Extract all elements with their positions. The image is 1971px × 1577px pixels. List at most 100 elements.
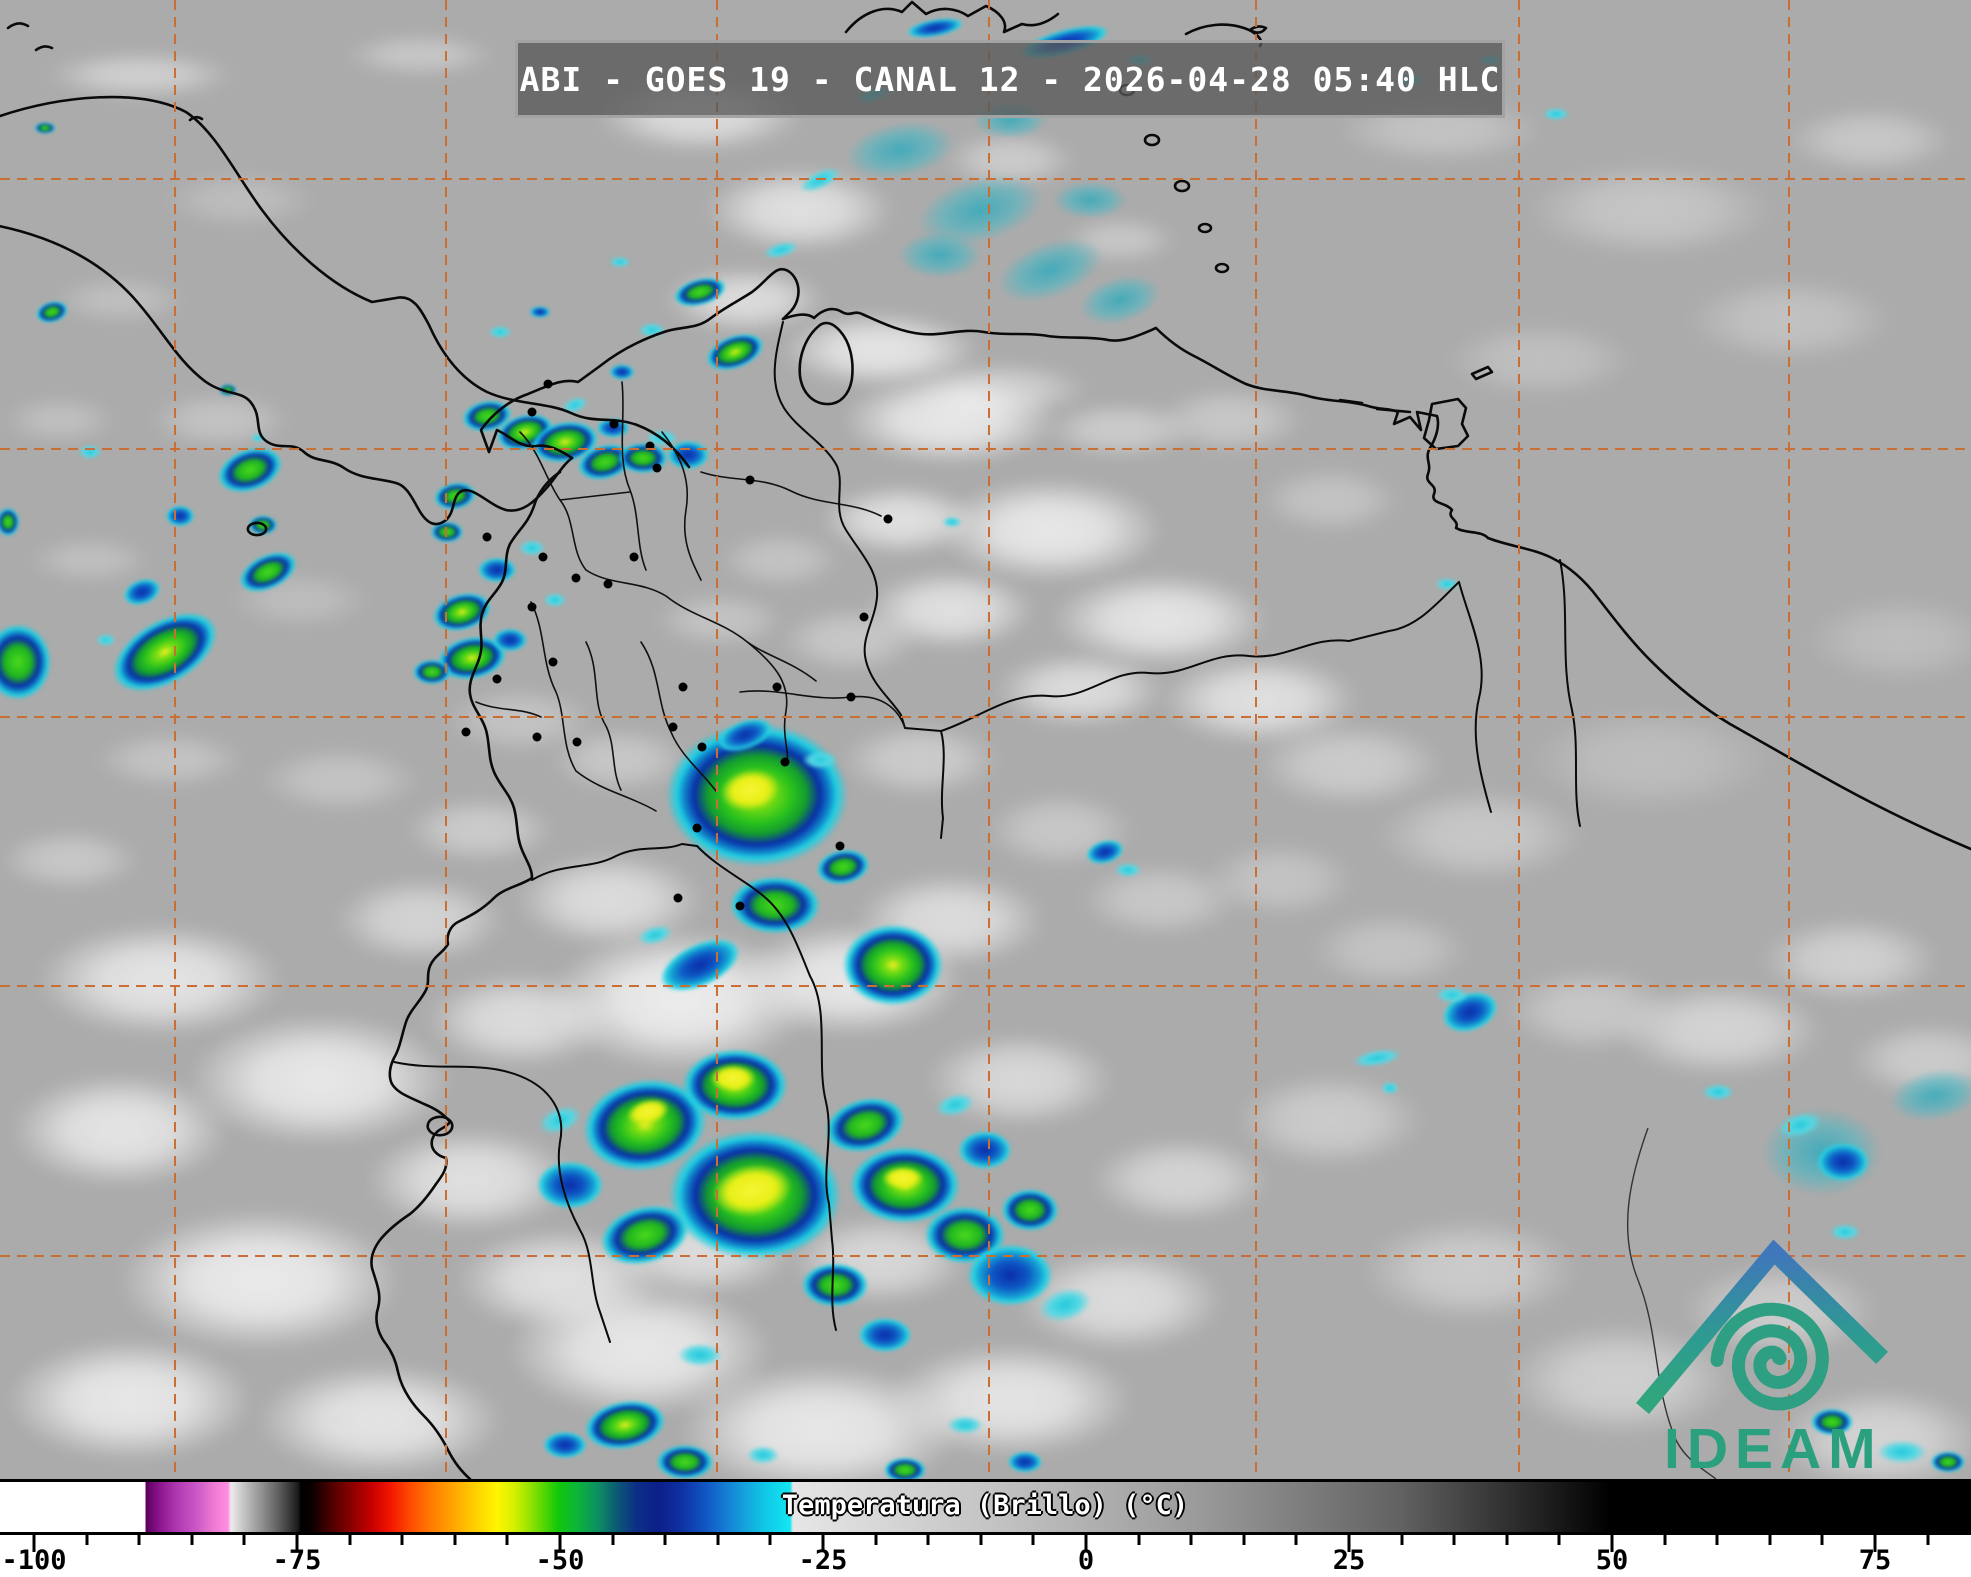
border-guyana xyxy=(1458,559,1581,827)
storm-cell xyxy=(800,1262,870,1308)
colorbar-major-tick xyxy=(558,1535,562,1552)
cloud xyxy=(40,50,240,100)
storm-cell xyxy=(1815,1142,1871,1182)
colorbar-minor-tick xyxy=(611,1535,615,1545)
colorbar-major-tick xyxy=(1347,1535,1351,1552)
city-dot xyxy=(745,475,755,485)
cloud xyxy=(1520,160,1780,260)
storm-cell xyxy=(705,1062,761,1094)
border-ecuador-peru xyxy=(393,1061,611,1343)
cloud xyxy=(400,795,560,865)
cloud xyxy=(330,875,510,965)
storm-cell xyxy=(608,256,632,268)
city-dot xyxy=(609,419,619,429)
storm-cell xyxy=(542,1431,588,1459)
colorbar-minor-tick xyxy=(716,1535,720,1545)
colorbar-minor-tick xyxy=(1031,1535,1035,1545)
city-dot xyxy=(772,682,782,692)
colorbar-minor-tick xyxy=(348,1535,352,1545)
storm-cell xyxy=(492,628,528,652)
colorbar-minor-tick xyxy=(453,1535,457,1545)
colorbar-label: Temperatura (Brillo) (°C) xyxy=(781,1490,1189,1521)
grid-line-horizontal xyxy=(0,448,1971,450)
storm-cell xyxy=(542,592,568,608)
city-dot xyxy=(697,742,707,752)
islets-top-left xyxy=(6,22,204,122)
island-tobago xyxy=(1470,365,1494,381)
grid-line-horizontal xyxy=(0,716,1971,718)
storm-cell xyxy=(800,750,840,770)
cloud xyxy=(340,32,500,78)
rio-negro-line xyxy=(1626,1127,1717,1480)
storm-cell xyxy=(957,1130,1013,1170)
cloud xyxy=(1755,915,1945,1005)
cloud xyxy=(905,360,1095,420)
city-dot xyxy=(629,552,639,562)
lake-maracaibo xyxy=(798,321,854,406)
colorbar-minor-tick xyxy=(1820,1535,1824,1545)
logo-mountain-chevron xyxy=(1636,1239,1889,1414)
coastline-central-america-pacific xyxy=(0,224,574,526)
cloud xyxy=(1255,465,1405,535)
colorbar-minor-tick xyxy=(1137,1535,1141,1545)
colorbar-minor-tick xyxy=(242,1535,246,1545)
cloud xyxy=(1040,400,1200,460)
border-colombia-venezuela xyxy=(773,321,906,729)
colorbar-minor-tick xyxy=(1926,1535,1930,1545)
colorbar-minor-tick xyxy=(137,1535,141,1545)
colorbar-minor-tick xyxy=(979,1535,983,1545)
colorbar-major-tick xyxy=(1610,1535,1614,1552)
city-dot xyxy=(543,379,553,389)
colorbar-major-tick xyxy=(1084,1535,1088,1552)
storm-cell xyxy=(1810,1408,1854,1436)
logo-swirl-icon xyxy=(1710,1302,1829,1411)
cloud xyxy=(1250,720,1450,810)
storm-cell xyxy=(1828,1223,1862,1241)
cloud xyxy=(1355,1215,1585,1325)
storm-cell xyxy=(477,557,517,583)
city-dot xyxy=(780,757,790,767)
cloud xyxy=(880,1340,1140,1460)
cloud xyxy=(650,590,790,650)
colorbar-minor-tick xyxy=(1242,1535,1246,1545)
city-dot xyxy=(527,602,537,612)
ideam-logo-mark xyxy=(1636,1239,1889,1414)
colorbar-minor-tick xyxy=(1400,1535,1404,1545)
colorbar-minor-tick xyxy=(1189,1535,1193,1545)
city-dot xyxy=(859,612,869,622)
coastline-colombia-pacific xyxy=(468,470,562,880)
border-peru-brazil xyxy=(809,975,837,1331)
cloud xyxy=(110,1205,410,1355)
cloud xyxy=(160,170,320,230)
colorbar-tick-label: -50 xyxy=(535,1545,585,1576)
cloud xyxy=(145,390,295,450)
colorbar-tick-label: -100 xyxy=(1,1545,67,1576)
storm-cell xyxy=(529,306,551,318)
storm-cell xyxy=(1113,862,1143,878)
cloud xyxy=(1800,595,1971,685)
island-coiba xyxy=(246,521,268,537)
coastline-hispaniola-south xyxy=(844,0,1060,34)
colorbar-minor-tick xyxy=(1452,1535,1456,1545)
colorbar-minor-tick xyxy=(1294,1535,1298,1545)
city-dot xyxy=(572,737,582,747)
city-dot xyxy=(492,674,502,684)
storm-cell xyxy=(609,364,635,380)
colorbar-minor-tick xyxy=(926,1535,930,1545)
colorbar-minor-tick xyxy=(1505,1535,1509,1545)
storm-cell xyxy=(965,1242,1055,1308)
border-venezuela-brazil xyxy=(904,581,1460,839)
city-dot xyxy=(673,893,683,903)
cloud xyxy=(1075,860,1245,940)
colorbar-minor-tick xyxy=(1663,1535,1667,1545)
city-dot xyxy=(532,732,542,742)
city-dot xyxy=(461,727,471,737)
storm-cell xyxy=(1700,1083,1736,1101)
storm-cell xyxy=(1541,107,1571,121)
storm-cell xyxy=(878,1164,928,1192)
border-colombia-peru xyxy=(696,845,811,977)
grid-line-horizontal xyxy=(0,1255,1971,1257)
